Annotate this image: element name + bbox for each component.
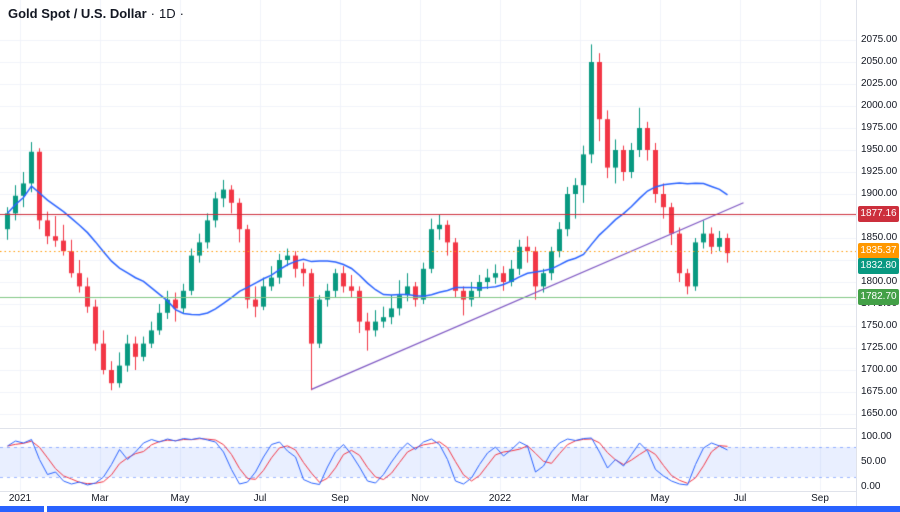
price-tick-label: 1675.00 [861, 386, 898, 397]
time-tick-label: May [650, 493, 670, 504]
time-axis[interactable]: 2021 Mar May Jul Sep Nov 2022 Mar May Jul Sep [0, 492, 856, 506]
price-tick-label: 1900.00 [861, 188, 898, 199]
pivot-line-label[interactable]: 1835.37 [858, 242, 899, 259]
time-tick-label: Jul [253, 493, 267, 504]
price-pane-canvas[interactable] [0, 0, 856, 427]
time-tick-label: Jul [733, 493, 747, 504]
chart-legend[interactable]: Gold Spot / U.S. Dollar · 1D · [8, 6, 188, 21]
oscillator-tick-label: 0.00 [861, 481, 881, 492]
oscillator-tick-label: 50.00 [861, 456, 887, 467]
time-tick-label: Sep [331, 493, 349, 504]
bottom-scrollbar[interactable] [0, 506, 900, 512]
price-tick-label: 1925.00 [861, 166, 898, 177]
price-tick-label: 2075.00 [861, 34, 898, 45]
price-tick-label: 1950.00 [861, 144, 898, 155]
time-tick-label: Nov [411, 493, 429, 504]
price-tick-label: 2050.00 [861, 56, 898, 67]
support-line-label[interactable]: 1782.70 [858, 289, 899, 306]
time-tick-label: 2021 [8, 493, 32, 504]
oscillator-pane-canvas[interactable] [0, 429, 856, 491]
resistance-line-label[interactable]: 1877.16 [858, 206, 899, 223]
price-tick-label: 1800.00 [861, 276, 898, 287]
price-tick-label: 2000.00 [861, 100, 898, 111]
time-axis-divider [0, 491, 900, 492]
time-tick-label: 2022 [488, 493, 512, 504]
symbol-title[interactable]: Gold Spot / U.S. Dollar [8, 6, 147, 21]
time-tick-label: Mar [571, 493, 589, 504]
time-tick-label: Mar [91, 493, 109, 504]
price-tick-label: 1700.00 [861, 364, 898, 375]
legend-dot: · [179, 6, 184, 21]
price-axis[interactable]: 2075.00 2050.00 2025.00 2000.00 1975.00 1950.… [856, 0, 900, 506]
interval-label[interactable]: 1D [159, 6, 176, 21]
price-tick-label: 2025.00 [861, 78, 898, 89]
price-tick-label: 1750.00 [861, 320, 898, 331]
price-tick-label: 1975.00 [861, 122, 898, 133]
legend-separator: · [150, 6, 156, 21]
time-tick-label: Sep [811, 493, 829, 504]
last-price-label[interactable]: 1832.80 [858, 258, 899, 275]
price-tick-label: 1850.00 [861, 232, 898, 243]
pane-divider[interactable] [0, 428, 900, 429]
price-tick-label: 1650.00 [861, 408, 898, 419]
oscillator-tick-label: 100.00 [861, 431, 892, 442]
time-tick-label: May [170, 493, 190, 504]
scrollbar-notch [44, 506, 47, 512]
price-tick-label: 1725.00 [861, 342, 898, 353]
